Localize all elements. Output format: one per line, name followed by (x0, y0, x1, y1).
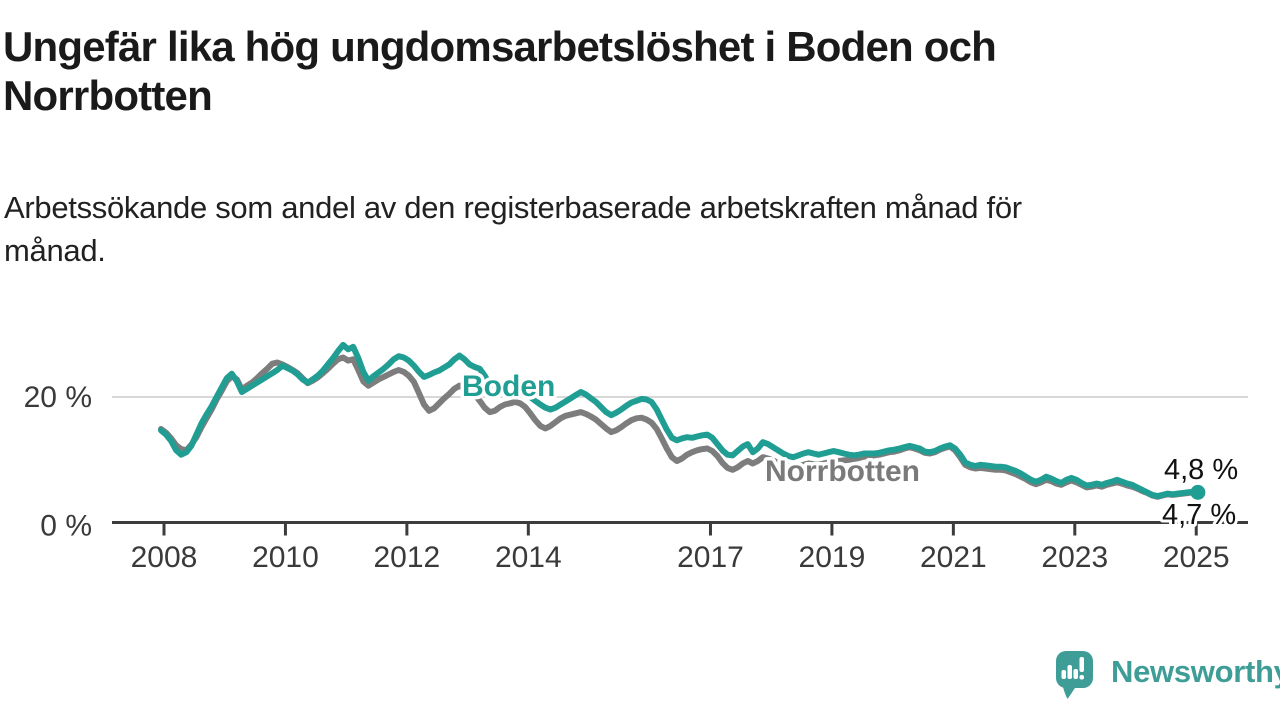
chart-subtitle: Arbetssökande som andel av den registerb… (4, 186, 1022, 272)
x-tick-label-2014: 2014 (495, 541, 562, 574)
title-line-2: Norrbotten (3, 72, 213, 119)
x-tick-label-2008: 2008 (131, 541, 198, 574)
y-axis-label-0: 0 % (40, 510, 92, 543)
y-axis-label-20: 20 % (24, 381, 92, 414)
newsworthy-logo: Newsworthy (1054, 649, 1280, 701)
newsworthy-logo-text: Newsworthy (1111, 654, 1280, 689)
title-line-1: Ungefär lika hög ungdomsarbetslöshet i B… (3, 23, 997, 70)
x-tick-label-2019: 2019 (799, 541, 866, 574)
series-line-boden (158, 341, 1201, 500)
newsworthy-logo-icon (1056, 651, 1093, 699)
x-tick-label-2010: 2010 (252, 541, 319, 574)
series-end-dot-boden (1190, 484, 1206, 500)
line-chart: 0 % 20 % 2008 2010 2012 2014 2017 2019 2021 2023 2… (24, 341, 1248, 574)
x-tick-label-2023: 2023 (1041, 541, 1108, 574)
subtitle-line-2: månad. (4, 233, 106, 268)
x-tick-label-2025: 2025 (1163, 541, 1230, 574)
series-label-boden: Boden (462, 370, 555, 403)
series-label-norrbotten: Norrbotten (765, 455, 920, 488)
x-tick-label-2021: 2021 (920, 541, 987, 574)
subtitle-line-1: Arbetssökande som andel av den registerb… (4, 190, 1022, 225)
x-tick-label-2012: 2012 (374, 541, 441, 574)
x-tick-label-2017: 2017 (677, 541, 744, 574)
end-value-label-boden: 4,8 % (1164, 454, 1238, 486)
end-value-label-norrbotten: 4,7 % (1162, 499, 1236, 531)
page-title: Ungefär lika hög ungdomsarbetslöshet i B… (3, 22, 997, 120)
